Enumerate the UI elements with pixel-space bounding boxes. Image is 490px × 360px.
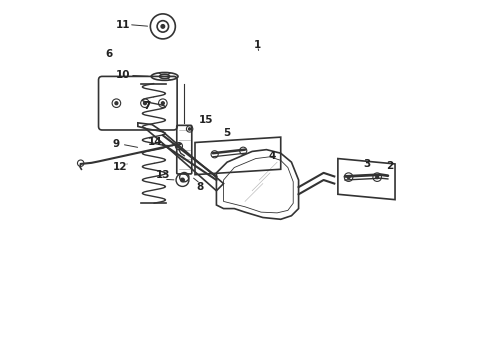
Text: 1: 1 — [254, 40, 261, 50]
Circle shape — [347, 176, 350, 179]
Text: 11: 11 — [116, 19, 131, 30]
Circle shape — [115, 102, 118, 105]
Text: 7: 7 — [143, 100, 150, 111]
Text: 10: 10 — [116, 70, 131, 80]
Circle shape — [161, 102, 164, 105]
Text: 5: 5 — [223, 128, 231, 138]
Text: 4: 4 — [268, 151, 275, 161]
Text: 12: 12 — [113, 162, 127, 172]
Circle shape — [189, 128, 191, 130]
Circle shape — [144, 102, 147, 105]
Text: 3: 3 — [363, 159, 370, 170]
Text: 2: 2 — [386, 161, 393, 171]
Text: 15: 15 — [198, 115, 213, 125]
Circle shape — [376, 176, 379, 179]
Circle shape — [161, 24, 165, 28]
Circle shape — [181, 178, 184, 182]
Text: 8: 8 — [196, 182, 204, 192]
Text: 14: 14 — [148, 137, 163, 147]
Text: 13: 13 — [155, 170, 170, 180]
Text: 9: 9 — [113, 139, 120, 149]
Text: 6: 6 — [106, 49, 113, 59]
